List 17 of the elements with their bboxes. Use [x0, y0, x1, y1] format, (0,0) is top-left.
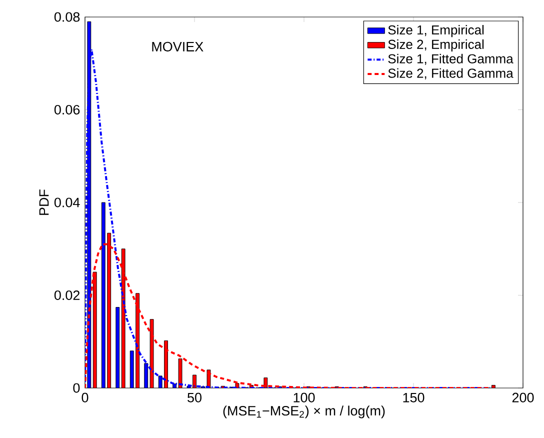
x-tick-label: 100: [294, 392, 315, 402]
x-tick-label: 50: [188, 392, 202, 402]
legend-label: Size 2, Fitted Gamma: [388, 68, 514, 80]
y-tick-label: 0.08: [54, 12, 80, 22]
y-axis-title: PDF: [39, 190, 49, 215]
x-tick-label: 200: [512, 392, 534, 402]
legend-label: Size 2, Empirical: [388, 39, 484, 52]
x-tick-label: 0: [82, 392, 88, 402]
y-tick-label: 0.04: [54, 198, 80, 208]
y-tick-label: 0.06: [54, 104, 80, 115]
x-tick-label: 150: [403, 392, 424, 402]
y-tick-label: 0: [73, 383, 80, 393]
legend-label: Size 1, Fitted Gamma: [388, 54, 514, 65]
legend-label: Size 1, Empirical: [388, 24, 484, 38]
x-axis-title: (MSE$_{1}$−MSE$_{2}$) × m / log(m): [223, 406, 385, 418]
y-tick-label: 0.02: [54, 290, 80, 300]
annotation: MOVIEX: [152, 42, 204, 52]
